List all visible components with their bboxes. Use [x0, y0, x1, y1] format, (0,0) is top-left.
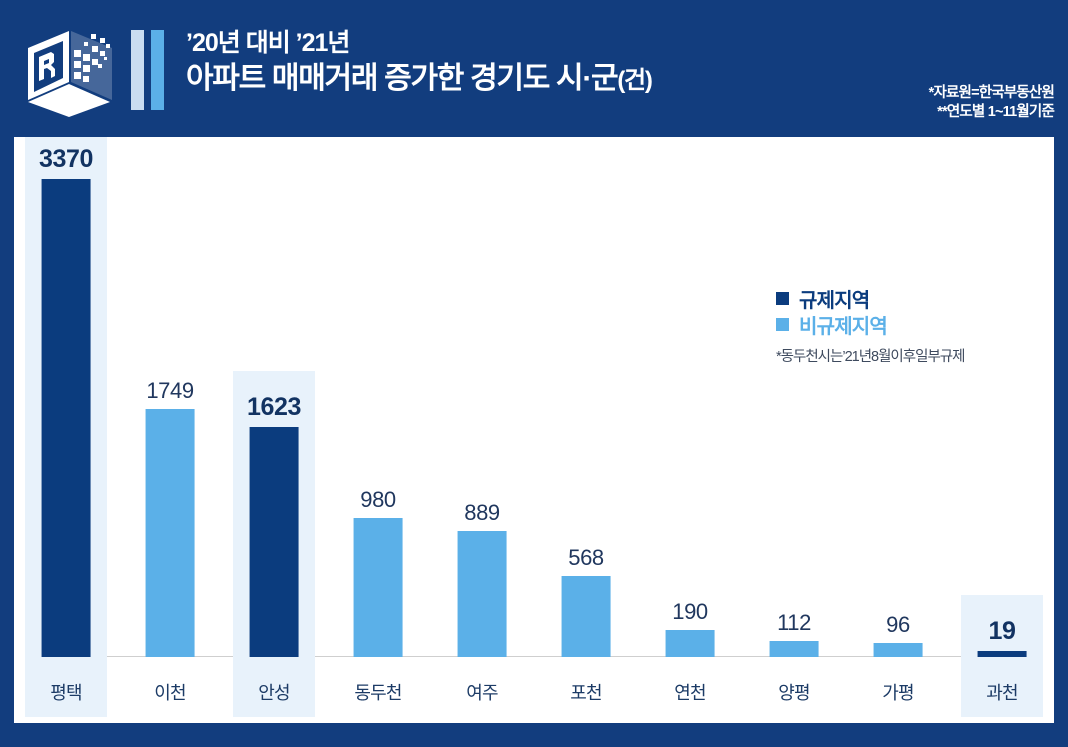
bar-value-label: 19	[988, 617, 1016, 645]
x-tick-label-평택: 평택	[50, 683, 82, 703]
x-axis-line	[34, 656, 1034, 657]
bar-chart-plot: 3370 평택 1749 이천 1623 안성 980 동두천 889 여주 568 포천 190 연천 1…	[14, 137, 1054, 723]
title-accent-bars	[131, 30, 171, 110]
bar-동두천[interactable]	[353, 518, 403, 657]
bar-포천[interactable]	[561, 576, 611, 657]
bar-value-label: 190	[672, 599, 708, 624]
bar-value-label: 889	[464, 500, 500, 525]
bar-value-label: 3370	[38, 145, 93, 173]
x-tick-label-이천: 이천	[154, 683, 186, 703]
x-tick-label-포천: 포천	[570, 683, 602, 703]
title-line-1: ’20년 대비 ’21년	[186, 29, 350, 57]
bar-연천[interactable]	[665, 630, 715, 657]
bar-여주[interactable]	[457, 531, 507, 657]
r-cube-logo	[20, 24, 118, 120]
legend-item-unregulated: 비규제지역	[776, 311, 1016, 338]
accent-bar-2	[151, 30, 164, 110]
bar-column[interactable]: 889 여주	[430, 137, 534, 723]
chart-legend: 규제지역 비규제지역 *동두천시는’21년8월이후일부규제	[776, 285, 1016, 366]
source-note-line-1: *자료원=한국부동산원	[928, 85, 1055, 101]
accent-bar-1	[131, 30, 144, 110]
x-tick-label-과천: 과천	[986, 683, 1018, 703]
bar-과천[interactable]	[977, 651, 1027, 657]
legend-item-regulated: 규제지역	[776, 285, 1016, 312]
bar-column[interactable]: 3370 평택	[14, 137, 118, 723]
title-line-2: 아파트 매매거래 증가한 경기도 시·군(건)	[186, 59, 653, 100]
tick-label-highlight	[233, 669, 315, 717]
legend-label-unregulated: 비규제지역	[799, 315, 888, 338]
legend-swatch-regulated	[776, 291, 789, 305]
bar-column[interactable]: 1749 이천	[118, 137, 222, 723]
bar-column[interactable]: 568 포천	[534, 137, 638, 723]
tick-label-highlight	[961, 669, 1043, 717]
legend-label-regulated: 규제지역	[799, 289, 870, 312]
bar-이천[interactable]	[145, 409, 195, 657]
bar-value-label: 96	[886, 612, 910, 637]
title-block: ’20년 대비 ’21년 아파트 매매거래 증가한 경기도 시·군(건)	[186, 28, 653, 100]
bar-value-label: 1623	[246, 393, 301, 421]
chart-panel: 3370 평택 1749 이천 1623 안성 980 동두천 889 여주 568 포천 190 연천 1…	[14, 137, 1054, 723]
bar-column[interactable]: 96 가평	[846, 137, 950, 723]
legend-footnote: *동두천시는’21년8월이후일부규제	[776, 349, 965, 365]
x-tick-label-여주: 여주	[466, 683, 498, 703]
legend-swatch-unregulated	[776, 317, 789, 331]
bar-column[interactable]: 112 양평	[742, 137, 846, 723]
bar-column[interactable]: 1623 안성	[222, 137, 326, 723]
bar-column[interactable]: 19 과천	[950, 137, 1054, 723]
tick-label-highlight	[25, 669, 107, 717]
x-tick-label-양평: 양평	[778, 683, 810, 703]
bar-가평[interactable]	[873, 643, 923, 657]
bar-value-label: 980	[360, 487, 396, 512]
title-line-2-text: 아파트 매매거래 증가한 경기도 시·군	[186, 62, 619, 95]
bar-안성[interactable]	[249, 427, 299, 657]
bar-평택[interactable]	[41, 179, 91, 657]
x-tick-label-동두천: 동두천	[354, 683, 402, 703]
bar-column[interactable]: 980 동두천	[326, 137, 430, 723]
source-note-line-2: **연도별 1~11월기준	[937, 104, 1055, 120]
x-tick-label-안성: 안성	[258, 683, 290, 703]
bar-value-label: 568	[568, 545, 604, 570]
bar-value-label: 1749	[146, 378, 194, 403]
x-tick-label-연천: 연천	[674, 683, 706, 703]
x-tick-label-가평: 가평	[882, 683, 914, 703]
source-note: *자료원=한국부동산원 **연도별 1~11월기준	[928, 84, 1055, 122]
header: ’20년 대비 ’21년 아파트 매매거래 증가한 경기도 시·군(건) *자료…	[0, 0, 1068, 130]
bar-column[interactable]: 190 연천	[638, 137, 742, 723]
bar-양평[interactable]	[769, 641, 819, 657]
bar-value-label: 112	[777, 610, 811, 635]
title-unit: (건)	[617, 67, 652, 94]
